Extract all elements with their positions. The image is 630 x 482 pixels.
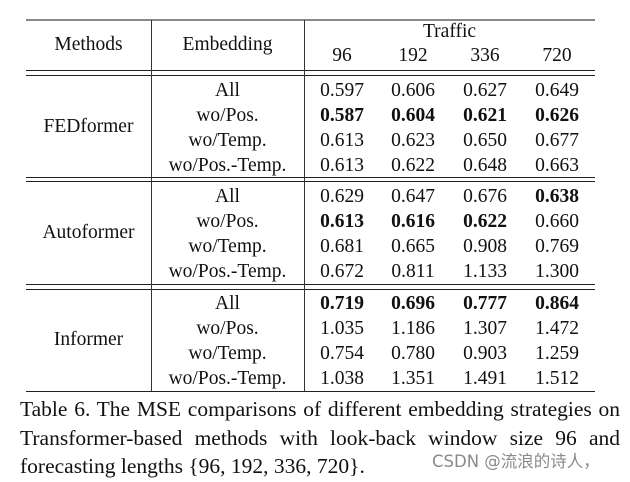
mse-value: 0.627 (463, 80, 507, 101)
table-top-rule (26, 19, 595, 21)
mse-value: 0.811 (391, 261, 435, 282)
mse-value: 0.613 (320, 130, 364, 151)
embedding-label: wo/Pos. (196, 105, 259, 126)
embedding-label: All (215, 186, 240, 207)
mse-value: 0.606 (391, 80, 435, 101)
mse-value: 0.754 (320, 343, 364, 364)
mse-value: 0.604 (391, 105, 435, 126)
method-name: FEDformer (43, 115, 134, 137)
embedding-label: All (215, 293, 240, 314)
mse-value: 0.660 (535, 211, 579, 232)
mse-value: 0.719 (320, 293, 364, 314)
header-horizon: 192 (398, 45, 428, 66)
mse-value: 0.638 (535, 186, 579, 207)
mse-value: 0.665 (391, 236, 435, 257)
embedding-label: wo/Temp. (188, 130, 267, 151)
mse-value: 0.696 (391, 293, 435, 314)
embedding-label: wo/Temp. (188, 343, 267, 364)
header-rule-2 (26, 75, 595, 76)
header-horizon: 96 (332, 45, 352, 66)
embedding-label: wo/Pos.-Temp. (168, 155, 287, 176)
column-divider-embedding (304, 20, 305, 391)
mse-value: 0.621 (463, 105, 507, 126)
mse-value: 0.903 (463, 343, 507, 364)
table-caption: Table 6. The MSE comparisons of differen… (20, 397, 620, 478)
embedding-label: wo/Pos. (196, 318, 259, 339)
mse-value: 1.472 (535, 318, 579, 339)
embedding-label: wo/Pos.-Temp. (168, 368, 287, 389)
mse-value: 1.133 (463, 261, 507, 282)
mse-value: 1.351 (391, 368, 435, 389)
header-horizon: 336 (470, 45, 500, 66)
mse-value: 0.587 (320, 105, 364, 126)
group-rule-2b (26, 289, 595, 290)
mse-value: 0.769 (535, 236, 579, 257)
mse-value: 0.672 (320, 261, 364, 282)
mse-value: 0.648 (463, 155, 507, 176)
watermark: CSDN @流浪的诗人， (432, 452, 600, 471)
mse-value: 1.512 (535, 368, 579, 389)
mse-value: 0.647 (391, 186, 435, 207)
mse-value: 0.613 (320, 211, 364, 232)
mse-value: 0.780 (391, 343, 435, 364)
embedding-label: wo/Pos. (196, 211, 259, 232)
mse-value: 0.864 (535, 293, 579, 314)
mse-value: 0.649 (535, 80, 579, 101)
mse-value: 1.038 (320, 368, 364, 389)
mse-value: 0.629 (320, 186, 364, 207)
group-rule-1b (26, 181, 595, 182)
mse-value: 0.597 (320, 80, 364, 101)
mse-value: 0.622 (391, 155, 435, 176)
mse-value: 1.491 (463, 368, 507, 389)
mse-value: 0.622 (463, 211, 507, 232)
method-name: Autoformer (42, 222, 135, 243)
mse-value: 0.613 (320, 155, 364, 176)
mse-value: 0.677 (535, 130, 579, 151)
mse-value: 1.186 (391, 318, 435, 339)
header-methods: Methods (54, 34, 123, 55)
mse-value: 1.300 (535, 261, 579, 282)
table-bottom-rule (26, 391, 595, 392)
mse-value: 0.777 (463, 293, 507, 314)
embedding-label: wo/Temp. (188, 236, 267, 257)
method-name: Informer (53, 329, 124, 350)
mse-value: 0.908 (463, 236, 507, 257)
mse-value: 0.616 (391, 211, 435, 232)
mse-value: 0.676 (463, 186, 507, 207)
mse-value: 0.663 (535, 155, 579, 176)
column-divider-methods (151, 20, 152, 391)
group-rule-1a (26, 177, 595, 178)
mse-value: 1.035 (320, 318, 364, 339)
group-rule-2a (26, 284, 595, 285)
embedding-label: wo/Pos.-Temp. (168, 261, 287, 282)
header-dataset: Traffic (422, 21, 477, 42)
mse-value: 1.259 (535, 343, 579, 364)
mse-value: 0.681 (320, 236, 364, 257)
mse-value: 0.650 (463, 130, 507, 151)
mse-value: 1.307 (463, 318, 507, 339)
header-rule-1 (26, 70, 595, 71)
embedding-label: All (215, 80, 240, 101)
header-embedding: Embedding (182, 34, 273, 55)
mse-value: 0.626 (535, 105, 579, 126)
mse-value: 0.623 (391, 130, 435, 151)
header-horizon: 720 (542, 45, 572, 66)
